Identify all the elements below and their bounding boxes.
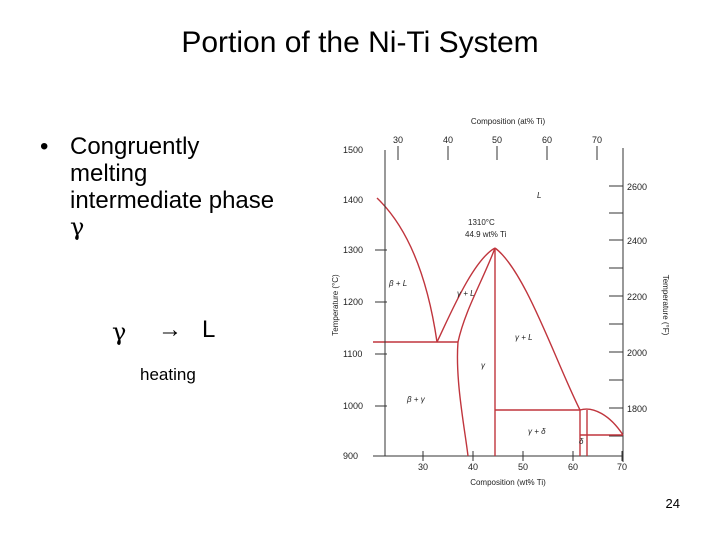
right-tick-label: 1800 (627, 404, 647, 414)
bullet-line-4: γ (70, 213, 85, 241)
top-tick-label: 60 (542, 135, 552, 145)
left-tick-label: 900 (343, 451, 358, 461)
right-tick-label: 2000 (627, 348, 647, 358)
delta-boundary (495, 409, 581, 456)
region-label-gamma-l-left: γ + L (457, 289, 475, 298)
left-axis-title: Temperature (°C) (331, 274, 340, 336)
right-axis-title: Temperature (°F) (661, 275, 670, 336)
max-composition-label: 44.9 wt% Ti (465, 230, 507, 239)
bottom-axis-title: Composition (wt% Ti) (470, 478, 546, 487)
right-tick-label: 2600 (627, 182, 647, 192)
region-label-delta: δ (579, 437, 584, 446)
left-tick-label: 1200 (343, 297, 363, 307)
right-axis-ticks (609, 185, 623, 437)
liquidus-right (579, 408, 624, 436)
slide-title: Portion of the Ni-Ti System (181, 26, 539, 59)
liquidus-gamma-right (494, 247, 581, 411)
bullet-marker: • (40, 133, 49, 160)
max-temp-label: 1310°C (468, 218, 495, 227)
gamma-solvus-left (456, 247, 496, 457)
left-tick-label: 1100 (343, 349, 362, 359)
bottom-tick-label: 50 (518, 462, 528, 472)
top-axis-title: Composition (at% Ti) (471, 117, 546, 126)
right-arrow-icon: → (158, 316, 182, 343)
region-label-l: L (537, 191, 541, 200)
right-tick-label: 2400 (627, 236, 647, 246)
top-tick-label: 70 (592, 135, 602, 145)
phase-diagram: Composition (at% Ti) 30 40 50 60 70 1300… (331, 117, 670, 487)
top-tick-label: 50 (492, 135, 502, 145)
page-number: 24 (665, 496, 680, 511)
heating-label: heating (140, 365, 196, 384)
top-tick-label: 40 (443, 135, 453, 145)
right-tick-label: 2200 (627, 292, 647, 302)
bottom-tick-label: 60 (568, 462, 578, 472)
bullet-line-1: Congruently (70, 133, 200, 160)
top-tick-label: 30 (393, 135, 403, 145)
left-tick-label: 1500 (343, 145, 363, 155)
reaction-reactant: γ (112, 318, 127, 346)
region-label-beta-l: β + L (388, 279, 407, 288)
top-axis-ticks (397, 146, 598, 160)
reaction-product: L (202, 316, 216, 343)
bottom-tick-label: 70 (617, 462, 627, 472)
bottom-axis-ticks (422, 451, 623, 461)
left-tick-label: 1300 (343, 245, 363, 255)
bottom-tick-label: 30 (418, 462, 428, 472)
region-label-gamma: γ (481, 361, 486, 370)
left-tick-label: 1400 (343, 195, 363, 205)
phase-boundaries (373, 150, 624, 457)
region-label-gamma-delta: γ + δ (528, 427, 546, 436)
bullet-line-2: melting (70, 160, 148, 187)
region-label-gamma-l-right: γ + L (515, 333, 533, 342)
bottom-tick-label: 40 (468, 462, 478, 472)
region-label-beta-gamma: β + γ (406, 395, 426, 404)
bullet-line-3: intermediate phase (70, 187, 275, 214)
liquidus-gamma-left (436, 247, 496, 343)
liquidus-left (376, 197, 438, 343)
left-tick-label: 1000 (343, 401, 363, 411)
